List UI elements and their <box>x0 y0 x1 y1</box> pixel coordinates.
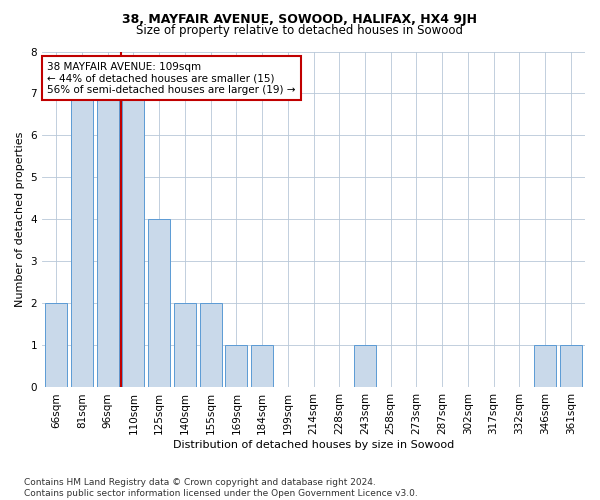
Bar <box>148 220 170 388</box>
Text: Contains HM Land Registry data © Crown copyright and database right 2024.
Contai: Contains HM Land Registry data © Crown c… <box>24 478 418 498</box>
Bar <box>174 304 196 388</box>
Bar <box>354 346 376 388</box>
Bar <box>45 304 67 388</box>
Bar <box>200 304 221 388</box>
Bar <box>71 94 93 388</box>
Bar <box>226 346 247 388</box>
Bar <box>97 94 119 388</box>
Y-axis label: Number of detached properties: Number of detached properties <box>15 132 25 307</box>
Bar <box>534 346 556 388</box>
Bar <box>122 94 145 388</box>
Text: 38, MAYFAIR AVENUE, SOWOOD, HALIFAX, HX4 9JH: 38, MAYFAIR AVENUE, SOWOOD, HALIFAX, HX4… <box>122 12 478 26</box>
Bar <box>560 346 582 388</box>
X-axis label: Distribution of detached houses by size in Sowood: Distribution of detached houses by size … <box>173 440 454 450</box>
Text: Size of property relative to detached houses in Sowood: Size of property relative to detached ho… <box>137 24 464 37</box>
Text: 38 MAYFAIR AVENUE: 109sqm
← 44% of detached houses are smaller (15)
56% of semi-: 38 MAYFAIR AVENUE: 109sqm ← 44% of detac… <box>47 62 296 95</box>
Bar <box>251 346 273 388</box>
